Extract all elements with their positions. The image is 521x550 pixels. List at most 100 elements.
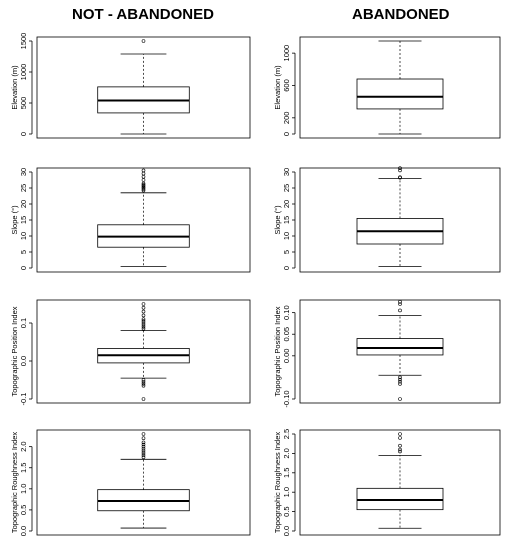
y-axis-label: Topographic Roughness Index bbox=[10, 432, 19, 534]
y-tick-label: 10 bbox=[282, 232, 291, 240]
y-tick-label: 0.5 bbox=[282, 506, 291, 516]
y-tick-label: 0 bbox=[282, 266, 291, 270]
outlier-point bbox=[141, 319, 146, 323]
y-axis-label: Elevation (m) bbox=[273, 65, 282, 110]
outlier-point bbox=[141, 453, 146, 457]
y-tick-label: 10 bbox=[19, 232, 28, 240]
outlier-point bbox=[141, 455, 146, 459]
y-axis-label: Topographic Position Index bbox=[10, 306, 19, 396]
outlier-point bbox=[141, 187, 146, 192]
outlier-point bbox=[141, 444, 146, 449]
outlier-point bbox=[141, 449, 146, 453]
outlier-point bbox=[141, 321, 146, 325]
plot-frame bbox=[299, 167, 501, 273]
y-tick-label: 0 bbox=[282, 132, 291, 136]
y-tick-label: 0.10 bbox=[282, 305, 291, 320]
outlier-point bbox=[141, 175, 146, 179]
plot-frame bbox=[299, 36, 501, 139]
outlier-point bbox=[141, 383, 146, 388]
outlier-point bbox=[141, 446, 146, 451]
y-tick-label: 200 bbox=[282, 112, 291, 125]
outlier-point bbox=[141, 436, 146, 441]
y-tick-label: 1.0 bbox=[19, 484, 28, 494]
outlier-point bbox=[141, 324, 146, 329]
y-tick-label: 5 bbox=[19, 250, 28, 254]
outlier-point bbox=[141, 317, 146, 322]
outlier-point bbox=[141, 451, 146, 455]
y-axis-label: Elevation (m) bbox=[10, 65, 19, 110]
outlier-point bbox=[398, 308, 402, 313]
y-tick-label: 1000 bbox=[282, 45, 291, 62]
outlier-point bbox=[141, 440, 146, 445]
y-tick-label: 0.0 bbox=[19, 526, 28, 536]
outlier-point bbox=[398, 375, 402, 380]
outlier-point bbox=[141, 305, 146, 310]
y-tick-label: 20 bbox=[19, 200, 28, 208]
outlier-point bbox=[398, 432, 402, 436]
y-axis-label: Slope (°) bbox=[10, 205, 19, 235]
y-tick-label: 2.5 bbox=[282, 429, 291, 439]
iqr-box bbox=[356, 78, 444, 110]
y-axis-label: Slope (°) bbox=[273, 205, 282, 235]
column-title-abandoned: ABANDONED bbox=[352, 6, 450, 23]
outlier-point bbox=[141, 309, 146, 314]
outlier-point bbox=[398, 397, 402, 401]
y-tick-label: 0.00 bbox=[282, 349, 291, 364]
y-tick-label: 2.0 bbox=[19, 441, 28, 451]
y-tick-label: 1.0 bbox=[282, 487, 291, 497]
outlier-point bbox=[141, 178, 146, 182]
y-tick-label: 2.0 bbox=[282, 448, 291, 458]
y-tick-label: 30 bbox=[282, 168, 291, 176]
y-tick-label: 15 bbox=[19, 216, 28, 224]
outlier-point bbox=[141, 380, 146, 384]
outlier-point bbox=[398, 379, 402, 384]
y-tick-label: 25 bbox=[282, 184, 291, 192]
y-tick-label: 0 bbox=[19, 266, 28, 270]
y-tick-label: 1500 bbox=[19, 33, 28, 50]
outlier-point bbox=[398, 449, 402, 454]
plot-frame bbox=[36, 167, 251, 273]
outlier-point bbox=[141, 302, 146, 306]
y-tick-label: 0.0 bbox=[282, 526, 291, 536]
y-axis-label: Topographic Roughness Index bbox=[273, 432, 282, 534]
y-axis-label: Topographic Position Index bbox=[273, 306, 282, 396]
plot-frame bbox=[299, 299, 501, 404]
outlier-point bbox=[141, 185, 146, 189]
outlier-point bbox=[398, 443, 402, 448]
outlier-point bbox=[398, 168, 402, 173]
y-tick-label: 20 bbox=[282, 200, 291, 208]
outlier-point bbox=[141, 381, 146, 386]
y-tick-label: 0.05 bbox=[282, 327, 291, 342]
y-tick-label: 15 bbox=[282, 216, 291, 224]
plot-frame bbox=[299, 429, 501, 536]
outlier-point bbox=[398, 436, 402, 440]
outlier-point bbox=[141, 188, 146, 193]
y-tick-label: 5 bbox=[282, 250, 291, 254]
outlier-point bbox=[141, 181, 146, 186]
y-tick-label: 30 bbox=[19, 168, 28, 176]
outlier-point bbox=[141, 323, 146, 327]
outlier-point bbox=[141, 442, 146, 447]
y-tick-label: 0.1 bbox=[19, 318, 28, 328]
y-tick-label: 500 bbox=[19, 97, 28, 110]
y-tick-label: 1000 bbox=[19, 64, 28, 81]
y-tick-label: 600 bbox=[282, 79, 291, 92]
outlier-point bbox=[398, 175, 402, 179]
outlier-point bbox=[398, 377, 402, 382]
outlier-point bbox=[398, 447, 402, 452]
outlier-point bbox=[141, 171, 146, 176]
outlier-point bbox=[398, 302, 402, 306]
outlier-point bbox=[141, 397, 146, 401]
plot-frame bbox=[36, 299, 251, 404]
outlier-point bbox=[141, 183, 146, 187]
outlier-point bbox=[141, 313, 146, 318]
iqr-box bbox=[356, 338, 444, 356]
outlier-point bbox=[398, 166, 402, 170]
y-tick-label: 1.5 bbox=[282, 468, 291, 478]
plot-frame bbox=[36, 36, 251, 139]
outlier-point bbox=[141, 378, 146, 382]
y-tick-label: 0.5 bbox=[19, 505, 28, 515]
column-title-not-abandoned: NOT - ABANDONED bbox=[72, 6, 214, 23]
y-tick-label: -0.1 bbox=[19, 393, 28, 406]
